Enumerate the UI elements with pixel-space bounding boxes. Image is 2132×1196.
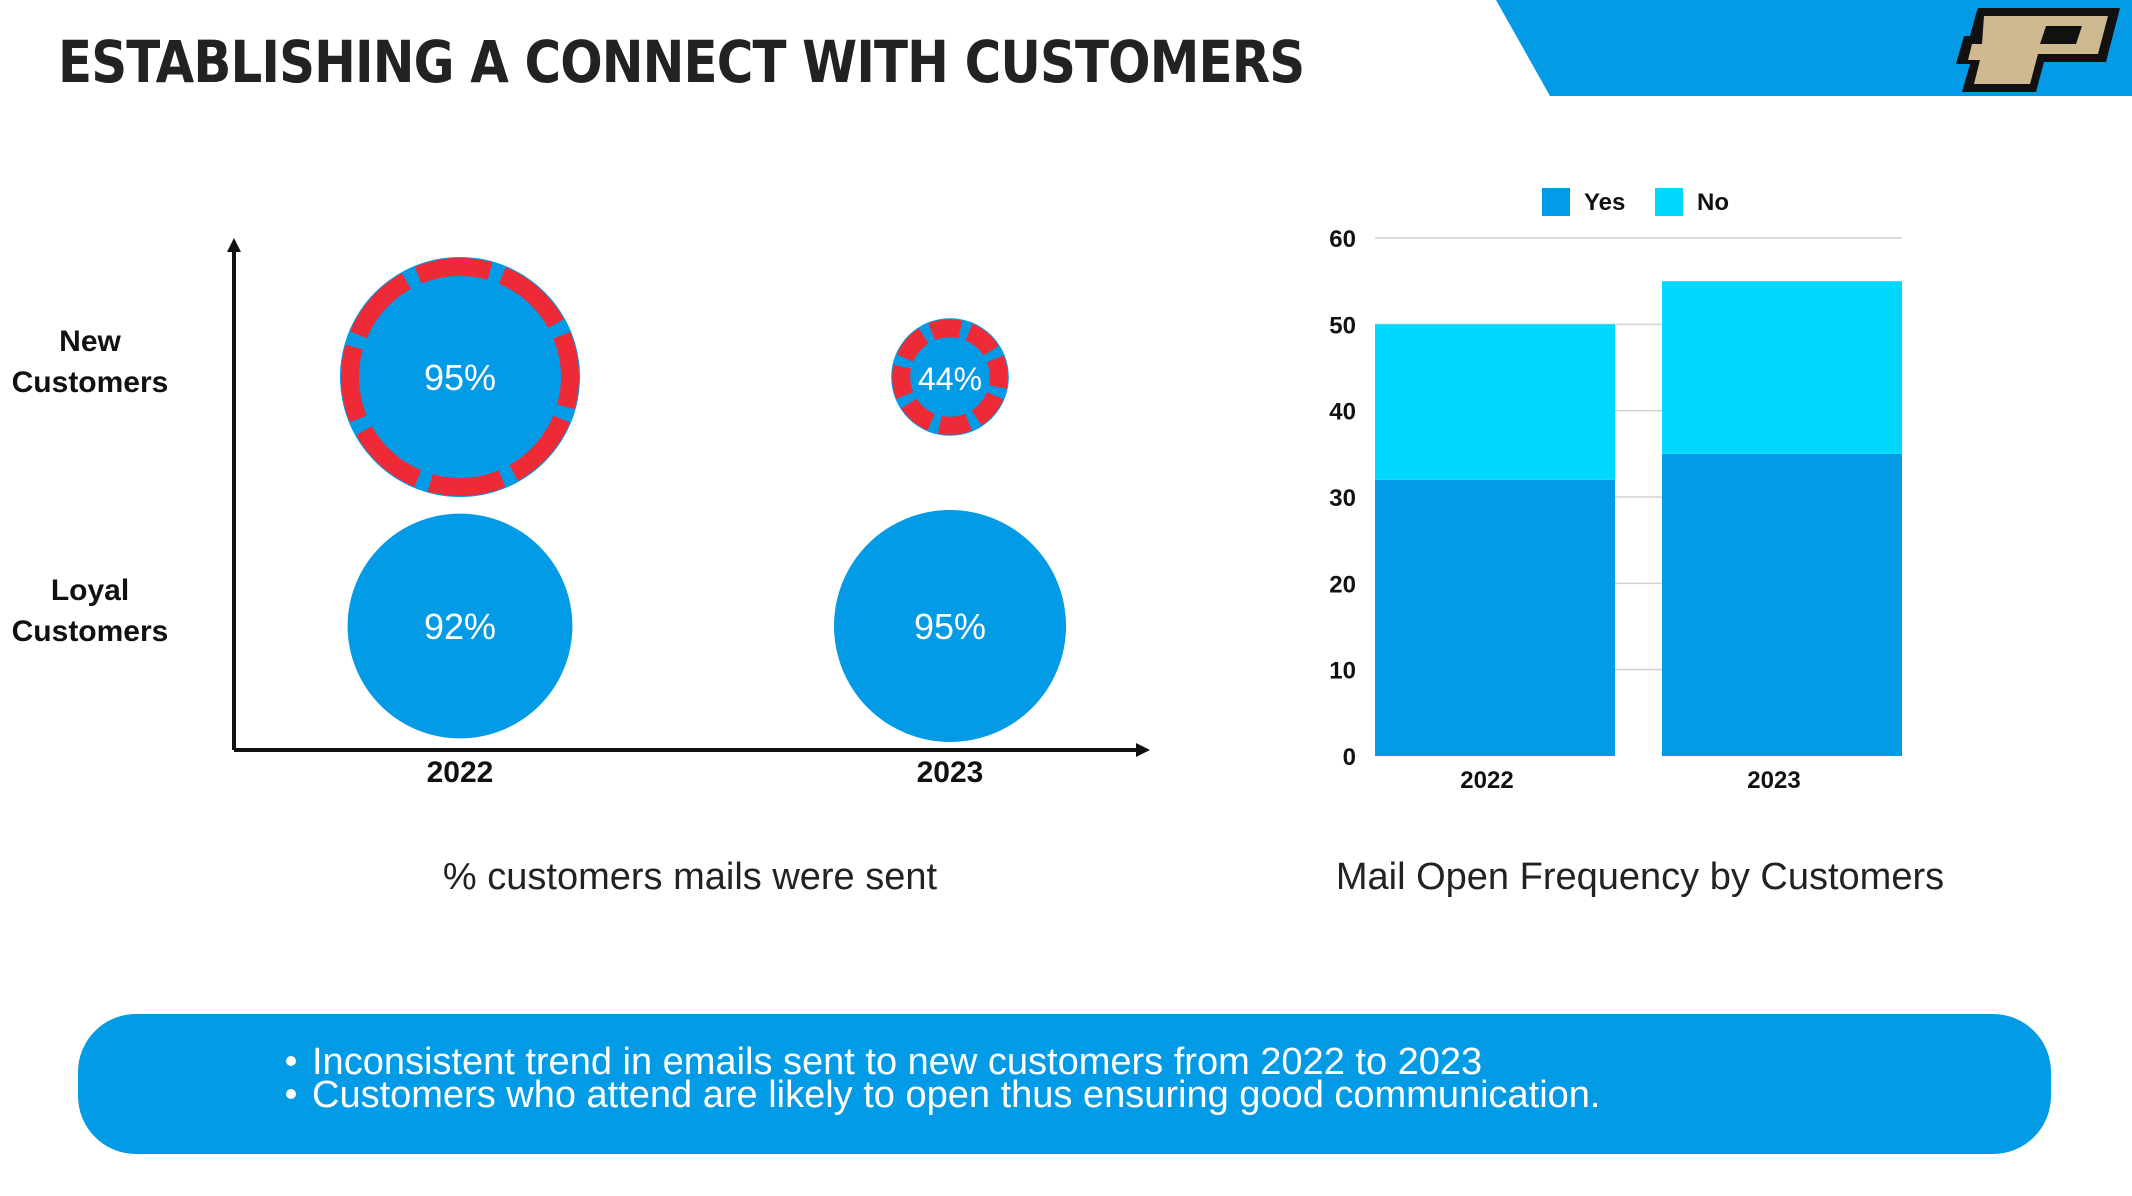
y-tick-label: 40 (1329, 399, 1356, 426)
note-item: Inconsistent trend in emails sent to new… (286, 1043, 1601, 1081)
bullet-icon (286, 1088, 296, 1099)
y-tick-label: New Customers (12, 325, 169, 399)
y-tick-label: 0 (1343, 744, 1356, 771)
note-text: Inconsistent trend in emails sent to new… (312, 1041, 1483, 1083)
bubble-label: 92% (424, 606, 496, 647)
y-tick-label: 60 (1329, 226, 1356, 253)
page-title: ESTABLISHING A CONNECT WITH CUSTOMERS (58, 28, 1305, 96)
y-axis-arrow-icon (227, 238, 241, 252)
bubble-label: 95% (424, 357, 496, 398)
bar-no (1662, 281, 1902, 454)
x-tick-label: 2023 (1747, 767, 1800, 794)
bar-chart-caption: Mail Open Frequency by Customers (1335, 856, 1945, 898)
y-tick-label: 10 (1329, 658, 1356, 685)
notes-list: Inconsistent trend in emails sent to new… (286, 1043, 1601, 1114)
y-tick-label: Loyal Customers (12, 574, 169, 648)
x-tick-label: 2022 (427, 756, 494, 789)
notes-box: Inconsistent trend in emails sent to new… (78, 1014, 2051, 1154)
bubble-chart: 2022 2023 New Customers Loyal Customers 95% 44%… (12, 238, 1150, 789)
purdue-logo (1956, 8, 2120, 92)
legend-swatch (1542, 188, 1570, 216)
x-tick-label: 2023 (917, 756, 984, 789)
legend-swatch (1655, 188, 1683, 216)
bubble (340, 257, 580, 497)
bubble (834, 510, 1066, 742)
note-item: Customers who attend are likely to open … (286, 1076, 1601, 1114)
x-axis-arrow-icon (1136, 743, 1150, 757)
note-text: Customers who attend are likely to open … (312, 1074, 1601, 1116)
legend-label: No (1697, 189, 1729, 216)
bubble-chart-caption: % customers mails were sent (442, 856, 938, 898)
bubble-label: 95% (914, 606, 986, 647)
bullet-icon (286, 1055, 296, 1066)
bar-yes (1375, 479, 1615, 756)
y-tick-label: 30 (1329, 485, 1356, 512)
x-tick-label: 2022 (1460, 767, 1513, 794)
bar-yes (1662, 453, 1902, 756)
y-tick-label: 20 (1329, 571, 1356, 598)
y-tick-label: 50 (1329, 312, 1356, 339)
bar-chart: 0 10 20 30 40 50 60 2022 2023 Yes No (1329, 188, 1902, 794)
bubble (347, 513, 573, 739)
bubble-highlight-ring (892, 319, 1008, 435)
bubble-highlight-ring (341, 258, 579, 496)
legend-label: Yes (1584, 189, 1625, 216)
bubble-label: 44% (918, 361, 982, 397)
bar-no (1375, 324, 1615, 480)
